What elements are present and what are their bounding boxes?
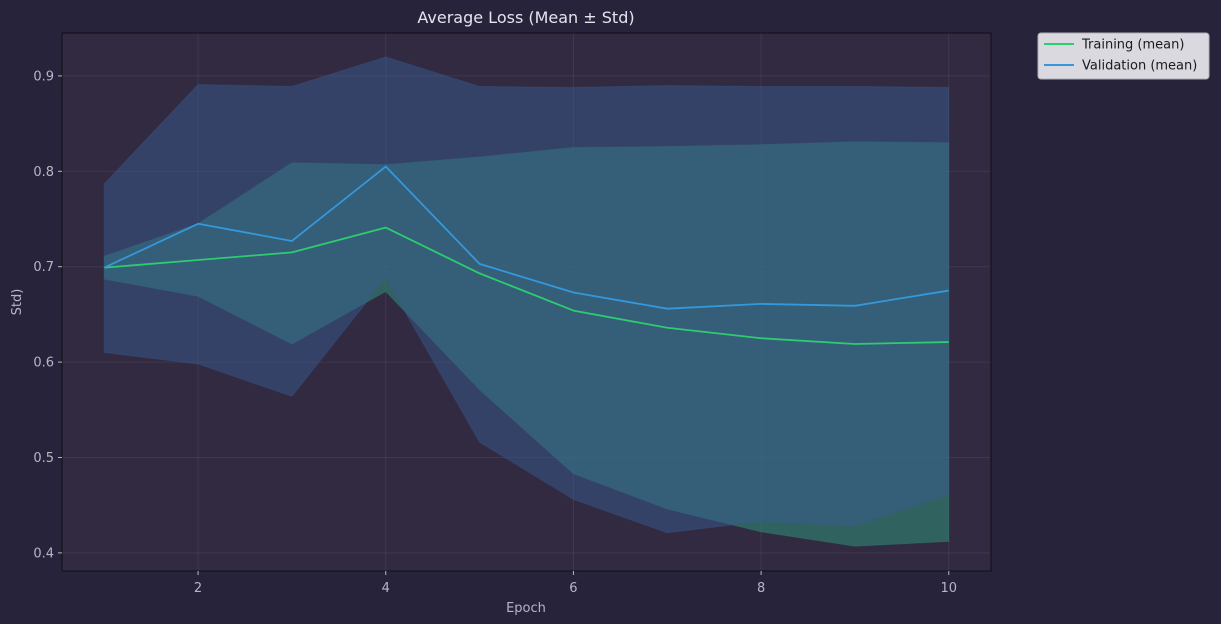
y-tick-label: 0.8 xyxy=(33,165,54,180)
plot-frame xyxy=(61,32,992,572)
y-tick-label: 0.6 xyxy=(33,356,54,371)
y-axis-ticks: 0.4 0.5 0.6 0.7 0.8 0.9 xyxy=(33,69,62,561)
legend-label-training: Training (mean) xyxy=(1081,38,1184,53)
legend-box xyxy=(1037,32,1210,80)
x-tick-label: 2 xyxy=(194,581,202,596)
std-bands xyxy=(103,56,950,547)
y-tick-label: 0.9 xyxy=(33,69,54,84)
mean-line-validation xyxy=(103,165,949,310)
chart-title: Average Loss (Mean ± Std) xyxy=(417,8,634,27)
legend-label-validation: Validation (mean) xyxy=(1082,59,1197,74)
mean-lines xyxy=(103,165,949,345)
y-tick-label: 0.7 xyxy=(33,260,54,275)
x-tick-label: 6 xyxy=(569,581,577,596)
y-tick-label: 0.4 xyxy=(33,546,54,561)
y-tick-label: 0.5 xyxy=(33,451,54,466)
x-axis-ticks: 2 4 6 8 10 xyxy=(194,571,957,596)
legend: Training (mean) Validation (mean) xyxy=(1037,32,1210,80)
x-tick-label: 10 xyxy=(940,581,957,596)
x-tick-label: 4 xyxy=(382,581,390,596)
mean-line-training xyxy=(104,226,949,345)
x-tick-label: 8 xyxy=(757,581,765,596)
x-axis-label: Epoch xyxy=(506,601,546,616)
y-axis-label: Std) xyxy=(10,289,25,316)
std-band-validation xyxy=(103,56,950,534)
